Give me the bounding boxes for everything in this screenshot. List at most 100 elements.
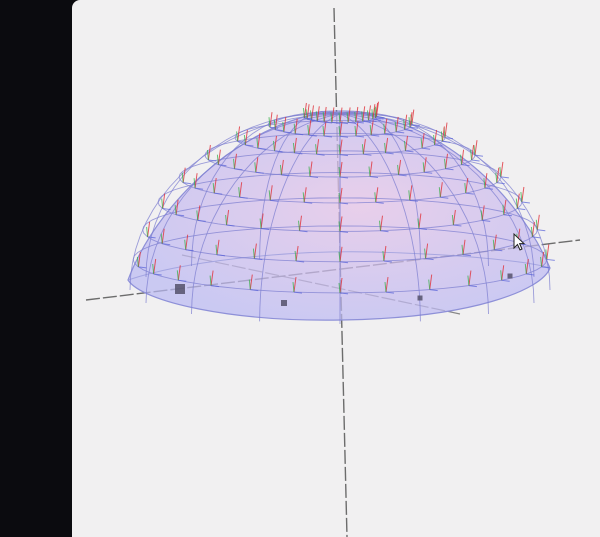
normal-vector bbox=[269, 126, 279, 129]
tangent-y-vector bbox=[268, 117, 271, 128]
mesh-longitude-line bbox=[191, 113, 341, 315]
hemisphere-scene[interactable] bbox=[72, 0, 600, 537]
tangent-y-vector bbox=[408, 190, 411, 201]
normal-vector bbox=[274, 150, 283, 153]
tangent-y-vector bbox=[495, 172, 498, 183]
tangent-x-vector bbox=[295, 245, 299, 262]
tangent-x-vector bbox=[423, 157, 427, 173]
normal-vector bbox=[355, 135, 365, 138]
normal-vector bbox=[138, 266, 147, 269]
tangent-x-vector bbox=[244, 129, 248, 146]
tangent-x-vector bbox=[294, 118, 298, 134]
tangent-x-vector bbox=[177, 265, 181, 281]
normal-vector bbox=[445, 168, 454, 171]
tangent-y-vector bbox=[176, 270, 179, 281]
mesh-longitude-line bbox=[339, 113, 421, 322]
normal-vector bbox=[250, 289, 259, 292]
tangent-y-vector bbox=[492, 239, 495, 250]
tangent-x-vector bbox=[429, 274, 433, 290]
tangent-x-vector bbox=[372, 104, 376, 120]
normal-vector bbox=[218, 164, 227, 167]
tangent-x-vector bbox=[182, 167, 186, 183]
tangent-x-vector bbox=[531, 221, 535, 237]
tangent-y-vector bbox=[394, 121, 397, 132]
tangent-x-vector bbox=[280, 159, 284, 175]
normal-vector bbox=[176, 214, 185, 217]
tangent-x-vector bbox=[175, 199, 179, 215]
tangent-y-vector bbox=[338, 112, 341, 123]
tangent-y-vector bbox=[545, 249, 548, 260]
tangent-x-vector bbox=[384, 118, 388, 134]
mesh-longitude-line bbox=[339, 113, 535, 304]
normal-vector bbox=[162, 243, 171, 246]
tangent-x-vector bbox=[210, 270, 214, 286]
tangent-x-vector bbox=[226, 209, 230, 226]
tangent-x-vector bbox=[137, 251, 141, 267]
normal-vector bbox=[462, 254, 472, 257]
tangent-x-vector bbox=[323, 106, 327, 123]
tangent-y-vector bbox=[292, 282, 295, 293]
tangent-x-vector bbox=[310, 105, 314, 121]
normal-vector bbox=[409, 199, 418, 202]
tangent-x-vector bbox=[213, 178, 217, 194]
normal-vector bbox=[270, 199, 279, 202]
normal-vector bbox=[425, 258, 434, 261]
tangent-x-vector bbox=[461, 149, 465, 165]
tangent-x-vector bbox=[409, 185, 413, 201]
normal-vector bbox=[369, 175, 379, 178]
normal-vector bbox=[234, 168, 243, 171]
normal-vector bbox=[254, 258, 263, 261]
tangent-x-vector bbox=[481, 205, 485, 221]
normal-vector bbox=[261, 228, 270, 230]
3d-viewport[interactable] bbox=[72, 0, 600, 537]
tangent-y-vector bbox=[184, 239, 187, 250]
control-point bbox=[507, 273, 513, 279]
tangent-x-vector bbox=[339, 187, 343, 203]
tangent-x-vector bbox=[445, 153, 448, 169]
tangent-x-vector bbox=[375, 102, 379, 119]
tangent-x-vector bbox=[468, 270, 472, 286]
tangent-x-vector bbox=[355, 120, 359, 137]
tangent-y-vector bbox=[238, 187, 241, 198]
tangent-y-vector bbox=[382, 250, 385, 262]
normal-vector bbox=[440, 196, 449, 199]
tangent-y-vector bbox=[379, 220, 381, 231]
normal-vector bbox=[294, 152, 303, 155]
normal-vector bbox=[311, 119, 320, 122]
tangent-x-vector bbox=[185, 234, 189, 250]
tangent-x-vector bbox=[339, 216, 343, 232]
normal-vector bbox=[375, 201, 384, 204]
tangent-y-vector bbox=[338, 192, 341, 203]
tangent-y-vector bbox=[196, 210, 199, 221]
normal-vector bbox=[405, 150, 414, 153]
tangent-x-vector bbox=[339, 121, 343, 137]
normal-vector bbox=[494, 249, 503, 252]
tangent-y-vector bbox=[302, 192, 305, 203]
normal-vector bbox=[380, 230, 389, 233]
tangent-x-vector bbox=[274, 114, 278, 130]
normal-vector bbox=[429, 289, 438, 292]
tangent-x-vector bbox=[217, 149, 221, 165]
normal-vector bbox=[309, 175, 319, 178]
tangent-x-vector bbox=[516, 193, 520, 209]
tangent-x-vector bbox=[375, 187, 379, 203]
normal-vector bbox=[281, 174, 290, 177]
normal-vector bbox=[532, 236, 541, 239]
normal-vector bbox=[471, 159, 480, 162]
tangent-x-vector bbox=[339, 107, 343, 123]
tangent-y-vector bbox=[464, 183, 467, 194]
normal-vector bbox=[324, 121, 333, 124]
tangent-x-vector bbox=[299, 215, 302, 231]
tangent-x-vector bbox=[162, 193, 166, 209]
tangent-y-vector bbox=[338, 221, 341, 232]
normal-vector bbox=[372, 118, 381, 121]
tangent-y-vector bbox=[174, 204, 177, 215]
tangent-y-vector bbox=[374, 107, 377, 119]
tangent-x-vector bbox=[339, 161, 343, 178]
tangent-x-vector bbox=[331, 107, 335, 123]
tangent-y-vector bbox=[252, 248, 255, 259]
tangent-x-vector bbox=[404, 114, 408, 130]
normal-vector bbox=[468, 285, 477, 288]
tangent-y-vector bbox=[535, 219, 538, 230]
normal-vector bbox=[339, 230, 349, 233]
